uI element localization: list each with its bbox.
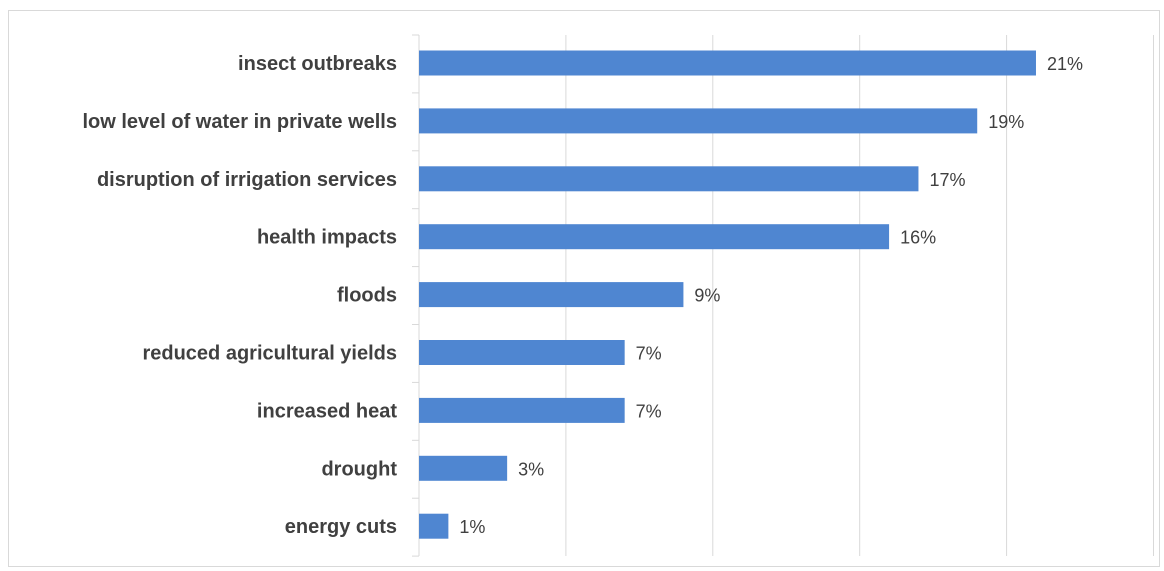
bar [419,340,625,365]
bar [419,224,890,250]
bar [419,455,508,481]
bar [419,513,449,539]
data-label: 3% [518,459,544,479]
data-label: 17% [929,170,965,190]
bar [419,397,625,423]
bar [419,108,978,134]
category-label: drought [321,458,397,480]
data-label: 7% [636,401,662,421]
category-label: health impacts [257,227,397,249]
value-labels: 21% 19% 17% 16% 9% 7% 7% 3% 1% [459,54,1083,537]
data-label: 7% [636,344,662,364]
category-label: low level of water in private wells [82,111,397,133]
bar [419,166,919,192]
category-axis [412,34,420,557]
data-label: 19% [988,112,1024,132]
data-label: 9% [694,286,720,306]
category-label: reduced agricultural yields [142,343,397,365]
bar [419,282,684,308]
data-label: 16% [900,228,936,248]
category-label: increased heat [257,400,397,422]
category-label: insect outbreaks [238,53,397,75]
category-labels: insect outbreaks low level of water in pr… [82,53,397,538]
bars [419,50,1036,539]
data-label: 21% [1047,54,1083,74]
category-label: floods [337,285,397,307]
category-label: energy cuts [285,516,397,538]
data-label: 1% [459,517,485,537]
category-label: disruption of irrigation services [97,169,397,191]
bar [419,50,1036,76]
